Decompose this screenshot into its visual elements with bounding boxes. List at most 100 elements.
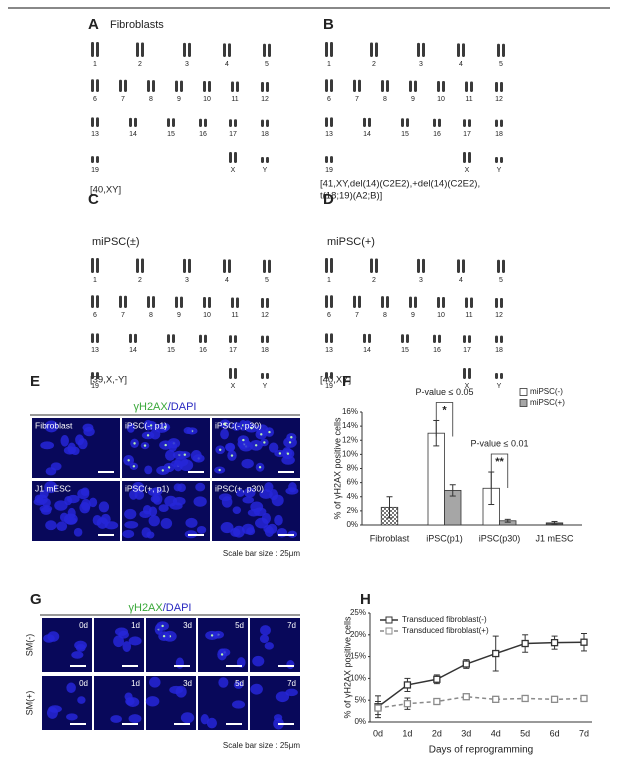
foci	[250, 426, 253, 430]
nucleus	[242, 496, 255, 504]
chromosome-label: 11	[465, 312, 472, 319]
chromosome	[172, 334, 175, 343]
chromosome-label: 4	[225, 277, 229, 284]
foci	[288, 441, 292, 444]
chromosome-label: 6	[327, 312, 331, 319]
chromosome	[363, 117, 366, 127]
chromosome	[172, 118, 175, 127]
chromosome	[261, 157, 264, 163]
nucleus	[126, 697, 140, 708]
chromosome-label: 6	[93, 312, 97, 319]
foci	[286, 452, 290, 455]
chromosome	[358, 79, 361, 92]
chromosome	[203, 297, 206, 308]
chromosome-pair	[229, 152, 237, 163]
nucleus	[40, 441, 55, 450]
foci	[230, 454, 234, 457]
bar	[427, 432, 445, 526]
chromosome	[229, 119, 232, 127]
marker	[550, 638, 559, 647]
chromosome	[96, 295, 99, 308]
chromosome	[91, 156, 94, 163]
nucleus	[145, 696, 160, 707]
chromosome	[437, 81, 440, 92]
y-tick-label: 10%	[342, 449, 358, 458]
chromosome-pair	[497, 259, 505, 273]
foci	[278, 452, 282, 455]
day-label: 5d	[235, 621, 244, 630]
nucleus	[147, 488, 160, 496]
nucleus	[244, 487, 256, 498]
chromosome-label: Y	[263, 167, 268, 174]
nucleus	[255, 517, 269, 529]
chromosome	[141, 42, 144, 57]
micrograph	[145, 676, 196, 730]
micrograph	[94, 676, 144, 730]
panel-letter: C	[88, 191, 99, 208]
chromosome-pair	[91, 333, 99, 343]
chromosome	[325, 258, 328, 273]
foci	[220, 653, 224, 656]
chromosome-pair	[457, 43, 465, 57]
chromosome	[204, 118, 207, 127]
nucleus	[148, 506, 158, 517]
chromosome	[330, 333, 333, 343]
chromosome-label: 8	[383, 312, 387, 319]
chromosome-pair	[91, 295, 99, 308]
chromosome-label: 4	[459, 61, 463, 68]
stain-title: γH2AX/DAPI	[129, 602, 192, 614]
chromosome	[96, 156, 99, 163]
chromosome	[261, 119, 264, 127]
chromosome-label: 5	[265, 61, 269, 68]
chromosome	[152, 80, 155, 92]
chromosome-pair	[175, 296, 183, 308]
foci	[149, 424, 153, 427]
chromosome-pair	[417, 42, 425, 57]
chromosome	[183, 42, 186, 57]
nucleus	[170, 460, 182, 468]
nucleus	[285, 487, 299, 495]
chromosome	[502, 259, 505, 273]
chromosome-label: 10	[203, 312, 211, 319]
chromosome	[124, 295, 127, 308]
chromosome	[463, 152, 466, 163]
nucleus	[71, 651, 84, 659]
karyotype-caption: t(18;19)(A2;B)]	[320, 191, 382, 202]
chromosome	[96, 42, 99, 57]
micrograph-label: J1 mESC	[35, 483, 71, 493]
chromosome	[414, 80, 417, 92]
chromosome-label: 12	[261, 96, 269, 103]
chromosome-label: X	[465, 383, 470, 390]
nucleus	[233, 525, 245, 538]
chromosome-label: 18	[261, 347, 269, 354]
chromosome	[495, 157, 498, 163]
foci	[223, 422, 227, 426]
chromosome	[91, 258, 94, 273]
y-axis-label: % of γH2AX positive cells	[332, 417, 342, 520]
chromosome	[229, 335, 232, 343]
nucleus	[50, 462, 62, 471]
day-label: 0d	[79, 679, 88, 688]
day-label: 1d	[131, 679, 140, 688]
chromosome-pair	[261, 373, 269, 379]
chromosome-pair	[463, 368, 471, 379]
nucleus	[148, 515, 160, 527]
nucleus	[158, 504, 169, 513]
chromosome	[96, 117, 99, 127]
chromosome	[119, 79, 122, 92]
chromosome-pair	[437, 297, 445, 308]
chromosome-label: 15	[401, 347, 409, 354]
chromosome	[437, 297, 440, 308]
chromosome-pair	[147, 296, 155, 308]
chromosome-pair	[91, 372, 99, 379]
chromosome	[353, 295, 356, 308]
marker	[374, 704, 382, 712]
y-tick-label: 5%	[354, 695, 366, 704]
nucleus	[285, 688, 298, 697]
chromosome-label: 10	[437, 96, 445, 103]
chromosome	[91, 79, 94, 92]
chromosome	[91, 117, 94, 127]
panel-letter: B	[323, 16, 334, 33]
chromosome-pair	[229, 119, 237, 127]
chromosome-label: 11	[465, 96, 472, 103]
